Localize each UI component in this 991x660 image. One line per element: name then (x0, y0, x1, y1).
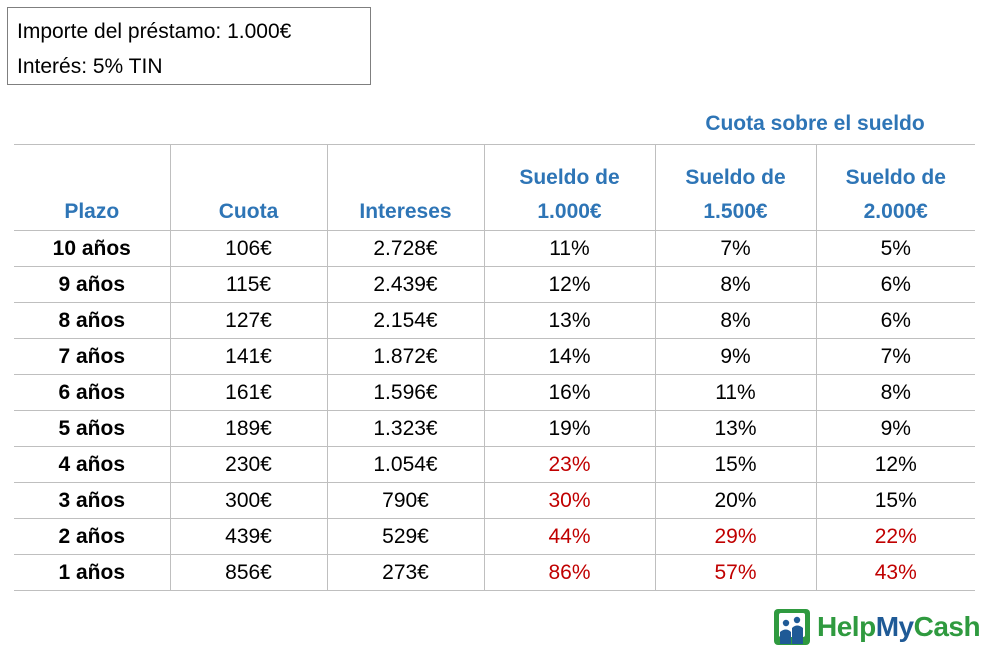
cell-payment: 127€ (169, 302, 327, 339)
cell-salary-2000: 12% (815, 446, 975, 483)
column-header-salary-1000: Sueldo de 1.000€ (483, 144, 655, 231)
cell-salary-2000: 43% (815, 554, 975, 591)
table-header-row: Plazo Cuota Intereses Sueldo de 1.000€ Su… (14, 144, 975, 231)
table-row: 1 años 856€ 273€ 86% 57% 43% (14, 554, 975, 591)
cell-interest: 2.439€ (326, 266, 484, 303)
helpmycash-logo-text: HelpMyCash (817, 611, 981, 642)
cell-interest: 1.596€ (326, 374, 484, 411)
cell-salary-1500: 57% (654, 554, 816, 591)
cell-payment: 141€ (169, 338, 327, 375)
helpmycash-logo-icon (774, 609, 810, 645)
cell-payment: 856€ (169, 554, 327, 591)
cell-payment: 106€ (169, 230, 327, 267)
cell-salary-1000: 14% (483, 338, 655, 375)
cell-interest: 2.154€ (326, 302, 484, 339)
cell-salary-2000: 15% (815, 482, 975, 519)
cell-salary-2000: 9% (815, 410, 975, 447)
cell-salary-2000: 6% (815, 302, 975, 339)
cell-salary-2000: 8% (815, 374, 975, 411)
cell-payment: 439€ (169, 518, 327, 555)
interest-rate-text: Interés: 5% TIN (17, 55, 163, 78)
cell-salary-1000: 16% (483, 374, 655, 411)
table-row: 5 años 189€ 1.323€ 19% 13% 9% (14, 410, 975, 447)
cell-term: 4 años (14, 446, 170, 483)
cell-payment: 189€ (169, 410, 327, 447)
cell-term: 3 años (14, 482, 170, 519)
table-row: 3 años 300€ 790€ 30% 20% 15% (14, 482, 975, 519)
table-row: 6 años 161€ 1.596€ 16% 11% 8% (14, 374, 975, 411)
cell-salary-1000: 19% (483, 410, 655, 447)
cell-salary-1000: 23% (483, 446, 655, 483)
cell-term: 2 años (14, 518, 170, 555)
table-body: 10 años 106€ 2.728€ 11% 7% 5% 9 años 115€ 2.439€… (14, 230, 975, 591)
cell-payment: 115€ (169, 266, 327, 303)
cell-salary-2000: 6% (815, 266, 975, 303)
column-header-term: Plazo (14, 144, 170, 231)
cell-salary-1500: 13% (654, 410, 816, 447)
cell-term: 1 años (14, 554, 170, 591)
cell-salary-1000: 13% (483, 302, 655, 339)
cell-term: 6 años (14, 374, 170, 411)
salary-group-header: Cuota sobre el sueldo (705, 112, 925, 135)
cell-payment: 161€ (169, 374, 327, 411)
loan-amount-text: Importe del préstamo: 1.000€ (17, 20, 292, 43)
cell-salary-1500: 29% (654, 518, 816, 555)
table-row: 10 años 106€ 2.728€ 11% 7% 5% (14, 230, 975, 267)
helpmycash-logo: HelpMyCash (773, 608, 981, 646)
table-row: 8 años 127€ 2.154€ 13% 8% 6% (14, 302, 975, 339)
cell-salary-1000: 30% (483, 482, 655, 519)
table-row: 4 años 230€ 1.054€ 23% 15% 12% (14, 446, 975, 483)
cell-term: 10 años (14, 230, 170, 267)
table-row: 2 años 439€ 529€ 44% 29% 22% (14, 518, 975, 555)
cell-interest: 273€ (326, 554, 484, 591)
cell-salary-1500: 8% (654, 266, 816, 303)
column-header-interest: Intereses (326, 144, 484, 231)
loan-table: Plazo Cuota Intereses Sueldo de 1.000€ Su… (14, 144, 975, 591)
cell-interest: 1.872€ (326, 338, 484, 375)
cell-term: 8 años (14, 302, 170, 339)
cell-interest: 790€ (326, 482, 484, 519)
cell-salary-2000: 7% (815, 338, 975, 375)
cell-interest: 1.054€ (326, 446, 484, 483)
cell-term: 7 años (14, 338, 170, 375)
loan-info-box: Importe del préstamo: 1.000€ Interés: 5%… (7, 7, 371, 85)
cell-salary-1500: 9% (654, 338, 816, 375)
cell-term: 5 años (14, 410, 170, 447)
cell-salary-1000: 11% (483, 230, 655, 267)
cell-salary-1500: 15% (654, 446, 816, 483)
cell-salary-1500: 11% (654, 374, 816, 411)
cell-salary-1000: 44% (483, 518, 655, 555)
cell-interest: 2.728€ (326, 230, 484, 267)
cell-payment: 230€ (169, 446, 327, 483)
cell-salary-2000: 5% (815, 230, 975, 267)
cell-salary-2000: 22% (815, 518, 975, 555)
cell-salary-1500: 20% (654, 482, 816, 519)
cell-salary-1000: 86% (483, 554, 655, 591)
cell-term: 9 años (14, 266, 170, 303)
cell-payment: 300€ (169, 482, 327, 519)
column-header-payment: Cuota (169, 144, 327, 231)
cell-interest: 1.323€ (326, 410, 484, 447)
cell-interest: 529€ (326, 518, 484, 555)
cell-salary-1500: 7% (654, 230, 816, 267)
cell-salary-1500: 8% (654, 302, 816, 339)
column-header-salary-1500: Sueldo de 1.500€ (654, 144, 816, 231)
cell-salary-1000: 12% (483, 266, 655, 303)
table-row: 9 años 115€ 2.439€ 12% 8% 6% (14, 266, 975, 303)
column-header-salary-2000: Sueldo de 2.000€ (815, 144, 975, 231)
table-row: 7 años 141€ 1.872€ 14% 9% 7% (14, 338, 975, 375)
